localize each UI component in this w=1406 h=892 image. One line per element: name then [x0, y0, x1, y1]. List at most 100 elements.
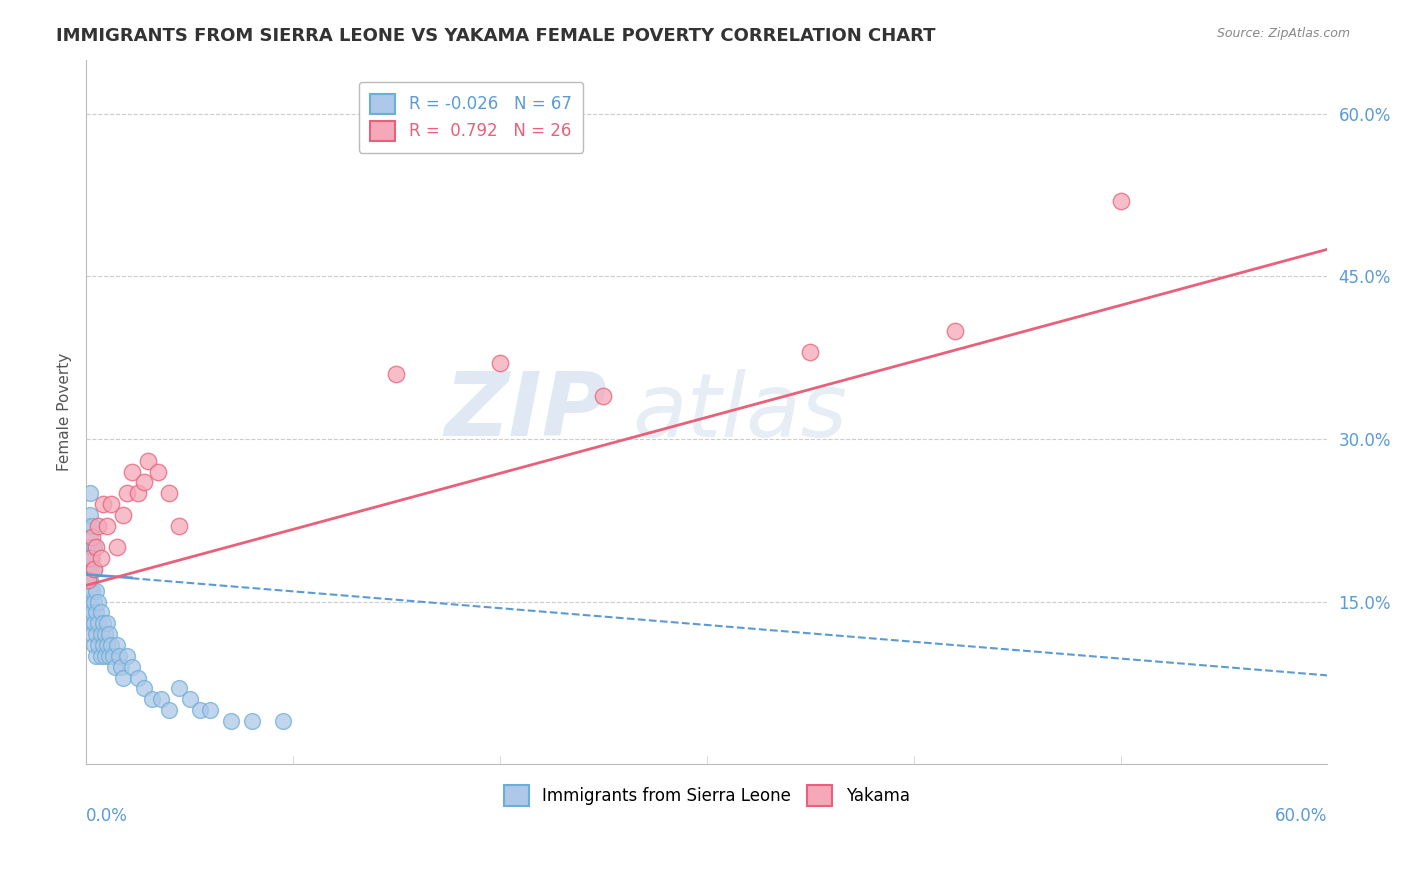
Text: 60.0%: 60.0%	[1275, 806, 1327, 824]
Point	[77, 562, 100, 576]
Text: IMMIGRANTS FROM SIERRA LEONE VS YAKAMA FEMALE POVERTY CORRELATION CHART: IMMIGRANTS FROM SIERRA LEONE VS YAKAMA F…	[56, 27, 936, 45]
Text: ZIP: ZIP	[444, 368, 607, 456]
Point	[77, 541, 100, 555]
Point	[77, 551, 100, 566]
Point	[77, 573, 100, 587]
Point	[82, 530, 104, 544]
Point	[799, 345, 821, 359]
Point	[271, 714, 294, 728]
Point	[86, 648, 108, 663]
Point	[86, 541, 108, 555]
Point	[132, 681, 155, 696]
Point	[112, 508, 135, 522]
Point	[943, 324, 966, 338]
Point	[108, 648, 131, 663]
Point	[83, 594, 105, 608]
Point	[97, 648, 120, 663]
Point	[82, 551, 104, 566]
Point	[86, 627, 108, 641]
Point	[97, 627, 120, 641]
Point	[90, 551, 112, 566]
Point	[157, 703, 180, 717]
Point	[93, 627, 115, 641]
Point	[77, 606, 100, 620]
Point	[127, 671, 149, 685]
Point	[105, 638, 128, 652]
Point	[167, 518, 190, 533]
Point	[82, 541, 104, 555]
Point	[110, 659, 132, 673]
Point	[157, 486, 180, 500]
Point	[179, 692, 201, 706]
Point	[121, 465, 143, 479]
Point	[90, 627, 112, 641]
Point	[121, 659, 143, 673]
Point	[101, 648, 124, 663]
Point	[83, 541, 105, 555]
Point	[90, 648, 112, 663]
Point	[77, 573, 100, 587]
Point	[83, 562, 105, 576]
Point	[82, 627, 104, 641]
Point	[79, 616, 101, 631]
Point	[82, 606, 104, 620]
Point	[100, 638, 122, 652]
Point	[136, 454, 159, 468]
Point	[592, 389, 614, 403]
Point	[167, 681, 190, 696]
Point	[87, 616, 110, 631]
Text: Source: ZipAtlas.com: Source: ZipAtlas.com	[1216, 27, 1350, 40]
Point	[82, 583, 104, 598]
Point	[200, 703, 222, 717]
Point	[79, 551, 101, 566]
Point	[79, 508, 101, 522]
Y-axis label: Female Poverty: Female Poverty	[58, 353, 72, 471]
Point	[104, 659, 127, 673]
Point	[83, 638, 105, 652]
Point	[83, 616, 105, 631]
Legend: R = -0.026   N = 67, R =  0.792   N = 26: R = -0.026 N = 67, R = 0.792 N = 26	[359, 82, 583, 153]
Point	[79, 541, 101, 555]
Point	[91, 497, 114, 511]
Point	[93, 648, 115, 663]
Point	[117, 486, 139, 500]
Point	[79, 486, 101, 500]
Point	[117, 648, 139, 663]
Point	[112, 671, 135, 685]
Point	[188, 703, 211, 717]
Point	[385, 367, 408, 381]
Point	[148, 465, 170, 479]
Point	[77, 518, 100, 533]
Point	[79, 562, 101, 576]
Point	[100, 497, 122, 511]
Point	[96, 616, 118, 631]
Point	[87, 594, 110, 608]
Point	[77, 583, 100, 598]
Point	[79, 583, 101, 598]
Point	[96, 638, 118, 652]
Point	[79, 594, 101, 608]
Point	[149, 692, 172, 706]
Point	[96, 518, 118, 533]
Point	[127, 486, 149, 500]
Text: atlas: atlas	[633, 369, 848, 455]
Point	[489, 356, 512, 370]
Point	[79, 530, 101, 544]
Point	[83, 562, 105, 576]
Point	[141, 692, 163, 706]
Point	[132, 475, 155, 490]
Point	[87, 518, 110, 533]
Point	[105, 541, 128, 555]
Point	[87, 638, 110, 652]
Point	[86, 606, 108, 620]
Point	[79, 573, 101, 587]
Point	[77, 594, 100, 608]
Point	[219, 714, 242, 728]
Point	[90, 606, 112, 620]
Point	[1109, 194, 1132, 208]
Point	[82, 518, 104, 533]
Text: 0.0%: 0.0%	[86, 806, 128, 824]
Point	[91, 616, 114, 631]
Point	[240, 714, 263, 728]
Point	[91, 638, 114, 652]
